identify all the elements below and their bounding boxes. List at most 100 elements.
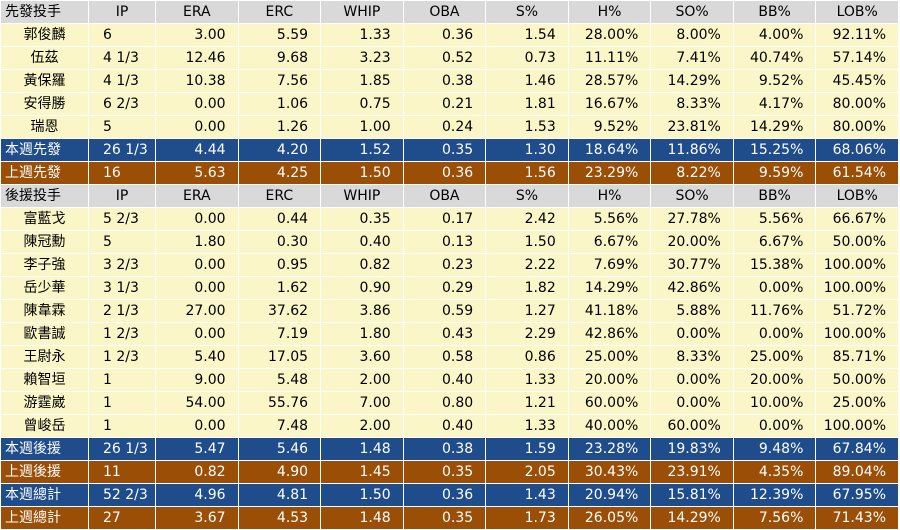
- summary-stat-cell: 9.59%: [732, 161, 817, 185]
- stat-cell: 2.00: [320, 368, 404, 392]
- summary-stat-cell: 89.04%: [815, 460, 899, 484]
- stat-cell: 1.33: [485, 414, 569, 438]
- stat-cell: 0.30: [237, 230, 322, 254]
- stat-cell: 7.48: [237, 414, 322, 438]
- summary-stat-cell: 5.63: [155, 161, 239, 185]
- stat-cell: 1.33: [485, 368, 569, 392]
- stat-cell: 16.67%: [567, 92, 652, 116]
- stat-cell: 55.76: [237, 391, 322, 415]
- stat-cell: 6.67%: [732, 230, 817, 254]
- stat-cell: 3.23: [320, 46, 404, 70]
- stat-cell: 0.40: [402, 368, 487, 392]
- summary-stat-cell: 12.39%: [732, 483, 817, 507]
- pitcher-row: 郭俊麟 6 3.00 5.59 1.33 0.36 1.54 28.00% 8.00% 4.00%…: [0, 23, 899, 47]
- stat-cell: 0.73: [485, 46, 569, 70]
- section-title: 先發投手: [0, 0, 89, 24]
- stat-cell: 1.26: [237, 115, 322, 139]
- summary-stat-cell: 26 1/3: [88, 138, 156, 162]
- stat-cell: 0.00: [155, 92, 239, 116]
- stat-cell: 41.18%: [567, 299, 652, 323]
- summary-stat-cell: 71.43%: [815, 506, 899, 530]
- stat-cell: 14.29%: [650, 69, 734, 93]
- summary-stat-cell: 23.29%: [567, 161, 652, 185]
- pitcher-row: 安得勝 6 2/3 0.00 1.06 0.75 0.21 1.81 16.67% 8.33% 4…: [0, 92, 899, 116]
- summary-stat-cell: 5.46: [237, 437, 322, 461]
- summary-stat-cell: 18.64%: [567, 138, 652, 162]
- summary-stat-cell: 0.35: [402, 460, 487, 484]
- summary-stat-cell: 1.59: [485, 437, 569, 461]
- summary-stat-cell: 4.81: [237, 483, 322, 507]
- last-week-summary-row: 上週後援 11 0.82 4.90 1.45 0.35 2.05 30.43% 23.91% 4.…: [0, 460, 899, 484]
- summary-stat-cell: 4.44: [155, 138, 239, 162]
- stat-cell: 15.38%: [732, 253, 817, 277]
- pitcher-name: 陳冠勳: [0, 230, 89, 254]
- stat-cell: 25.00%: [815, 391, 899, 415]
- stat-cell: 7.56: [237, 69, 322, 93]
- stat-cell: 8.33%: [650, 92, 734, 116]
- column-header: WHIP: [320, 0, 404, 24]
- stat-cell: 42.86%: [650, 276, 734, 300]
- stat-cell: 1.27: [485, 299, 569, 323]
- stat-cell: 1: [88, 368, 156, 392]
- summary-stat-cell: 1.48: [320, 506, 404, 530]
- summary-label: 上週總計: [0, 506, 89, 530]
- stat-cell: 30.77%: [650, 253, 734, 277]
- stat-cell: 5: [88, 115, 156, 139]
- column-header: ERA: [155, 184, 239, 208]
- stat-cell: 20.00%: [732, 368, 817, 392]
- stat-cell: 0.29: [402, 276, 487, 300]
- stat-cell: 80.00%: [815, 115, 899, 139]
- stat-cell: 0.17: [402, 207, 487, 231]
- stat-cell: 0.58: [402, 345, 487, 369]
- summary-stat-cell: 68.06%: [815, 138, 899, 162]
- summary-stat-cell: 4.90: [237, 460, 322, 484]
- pitcher-name: 富藍戈: [0, 207, 89, 231]
- stat-cell: 0.00%: [732, 322, 817, 346]
- summary-label: 上週先發: [0, 161, 89, 185]
- stat-cell: 7.19: [237, 322, 322, 346]
- stat-cell: 14.29%: [567, 276, 652, 300]
- stat-cell: 0.59: [402, 299, 487, 323]
- stat-cell: 0.52: [402, 46, 487, 70]
- summary-stat-cell: 61.54%: [815, 161, 899, 185]
- stat-cell: 9.52%: [567, 115, 652, 139]
- stat-cell: 28.00%: [567, 23, 652, 47]
- stat-cell: 6 2/3: [88, 92, 156, 116]
- stat-cell: 5.56%: [732, 207, 817, 231]
- section-header-row: 先發投手 IP ERA ERC WHIP OBA S% H% SO% BB% LOB%: [0, 0, 899, 24]
- summary-stat-cell: 15.81%: [650, 483, 734, 507]
- summary-label: 本週後援: [0, 437, 89, 461]
- summary-stat-cell: 23.91%: [650, 460, 734, 484]
- column-header: LOB%: [815, 0, 899, 24]
- last-week-summary-row: 上週總計 27 3.67 4.53 1.48 0.35 1.73 26.05% 14.29% 7.…: [0, 506, 899, 530]
- stat-cell: 100.00%: [815, 253, 899, 277]
- stat-cell: 80.00%: [815, 92, 899, 116]
- stat-cell: 50.00%: [815, 230, 899, 254]
- summary-stat-cell: 8.22%: [650, 161, 734, 185]
- summary-stat-cell: 1.73: [485, 506, 569, 530]
- stat-cell: 5.40: [155, 345, 239, 369]
- stat-cell: 0.00: [155, 207, 239, 231]
- stat-cell: 0.00: [155, 414, 239, 438]
- stat-cell: 0.13: [402, 230, 487, 254]
- pitcher-row: 黃保羅 4 1/3 10.38 7.56 1.85 0.38 1.46 28.57% 14.29…: [0, 69, 899, 93]
- stat-cell: 8.00%: [650, 23, 734, 47]
- pitcher-row: 陳冠勳 5 1.80 0.30 0.40 0.13 1.50 6.67% 20.00% 6.67%…: [0, 230, 899, 254]
- column-header: WHIP: [320, 184, 404, 208]
- stat-cell: 1.80: [320, 322, 404, 346]
- stat-cell: 2.29: [485, 322, 569, 346]
- pitcher-row: 李子強 3 2/3 0.00 0.95 0.82 0.23 2.22 7.69% 30.77% 1…: [0, 253, 899, 277]
- pitcher-row: 富藍戈 5 2/3 0.00 0.44 0.35 0.17 2.42 5.56% 27.78% 5…: [0, 207, 899, 231]
- stat-cell: 51.72%: [815, 299, 899, 323]
- pitcher-row: 伍茲 4 1/3 12.46 9.68 3.23 0.52 0.73 11.11% 7.41% 4…: [0, 46, 899, 70]
- pitcher-row: 歐書誠 1 2/3 0.00 7.19 1.80 0.43 2.29 42.86% 0.00% 0…: [0, 322, 899, 346]
- summary-stat-cell: 11: [88, 460, 156, 484]
- stat-cell: 25.00%: [732, 345, 817, 369]
- stat-cell: 1 2/3: [88, 322, 156, 346]
- pitcher-name: 李子強: [0, 253, 89, 277]
- summary-stat-cell: 19.83%: [650, 437, 734, 461]
- stat-cell: 5: [88, 230, 156, 254]
- stat-cell: 2.42: [485, 207, 569, 231]
- this-week-summary-row: 本週總計 52 2/3 4.96 4.81 1.50 0.36 1.43 20.94% 15.8…: [0, 483, 899, 507]
- summary-stat-cell: 14.29%: [650, 506, 734, 530]
